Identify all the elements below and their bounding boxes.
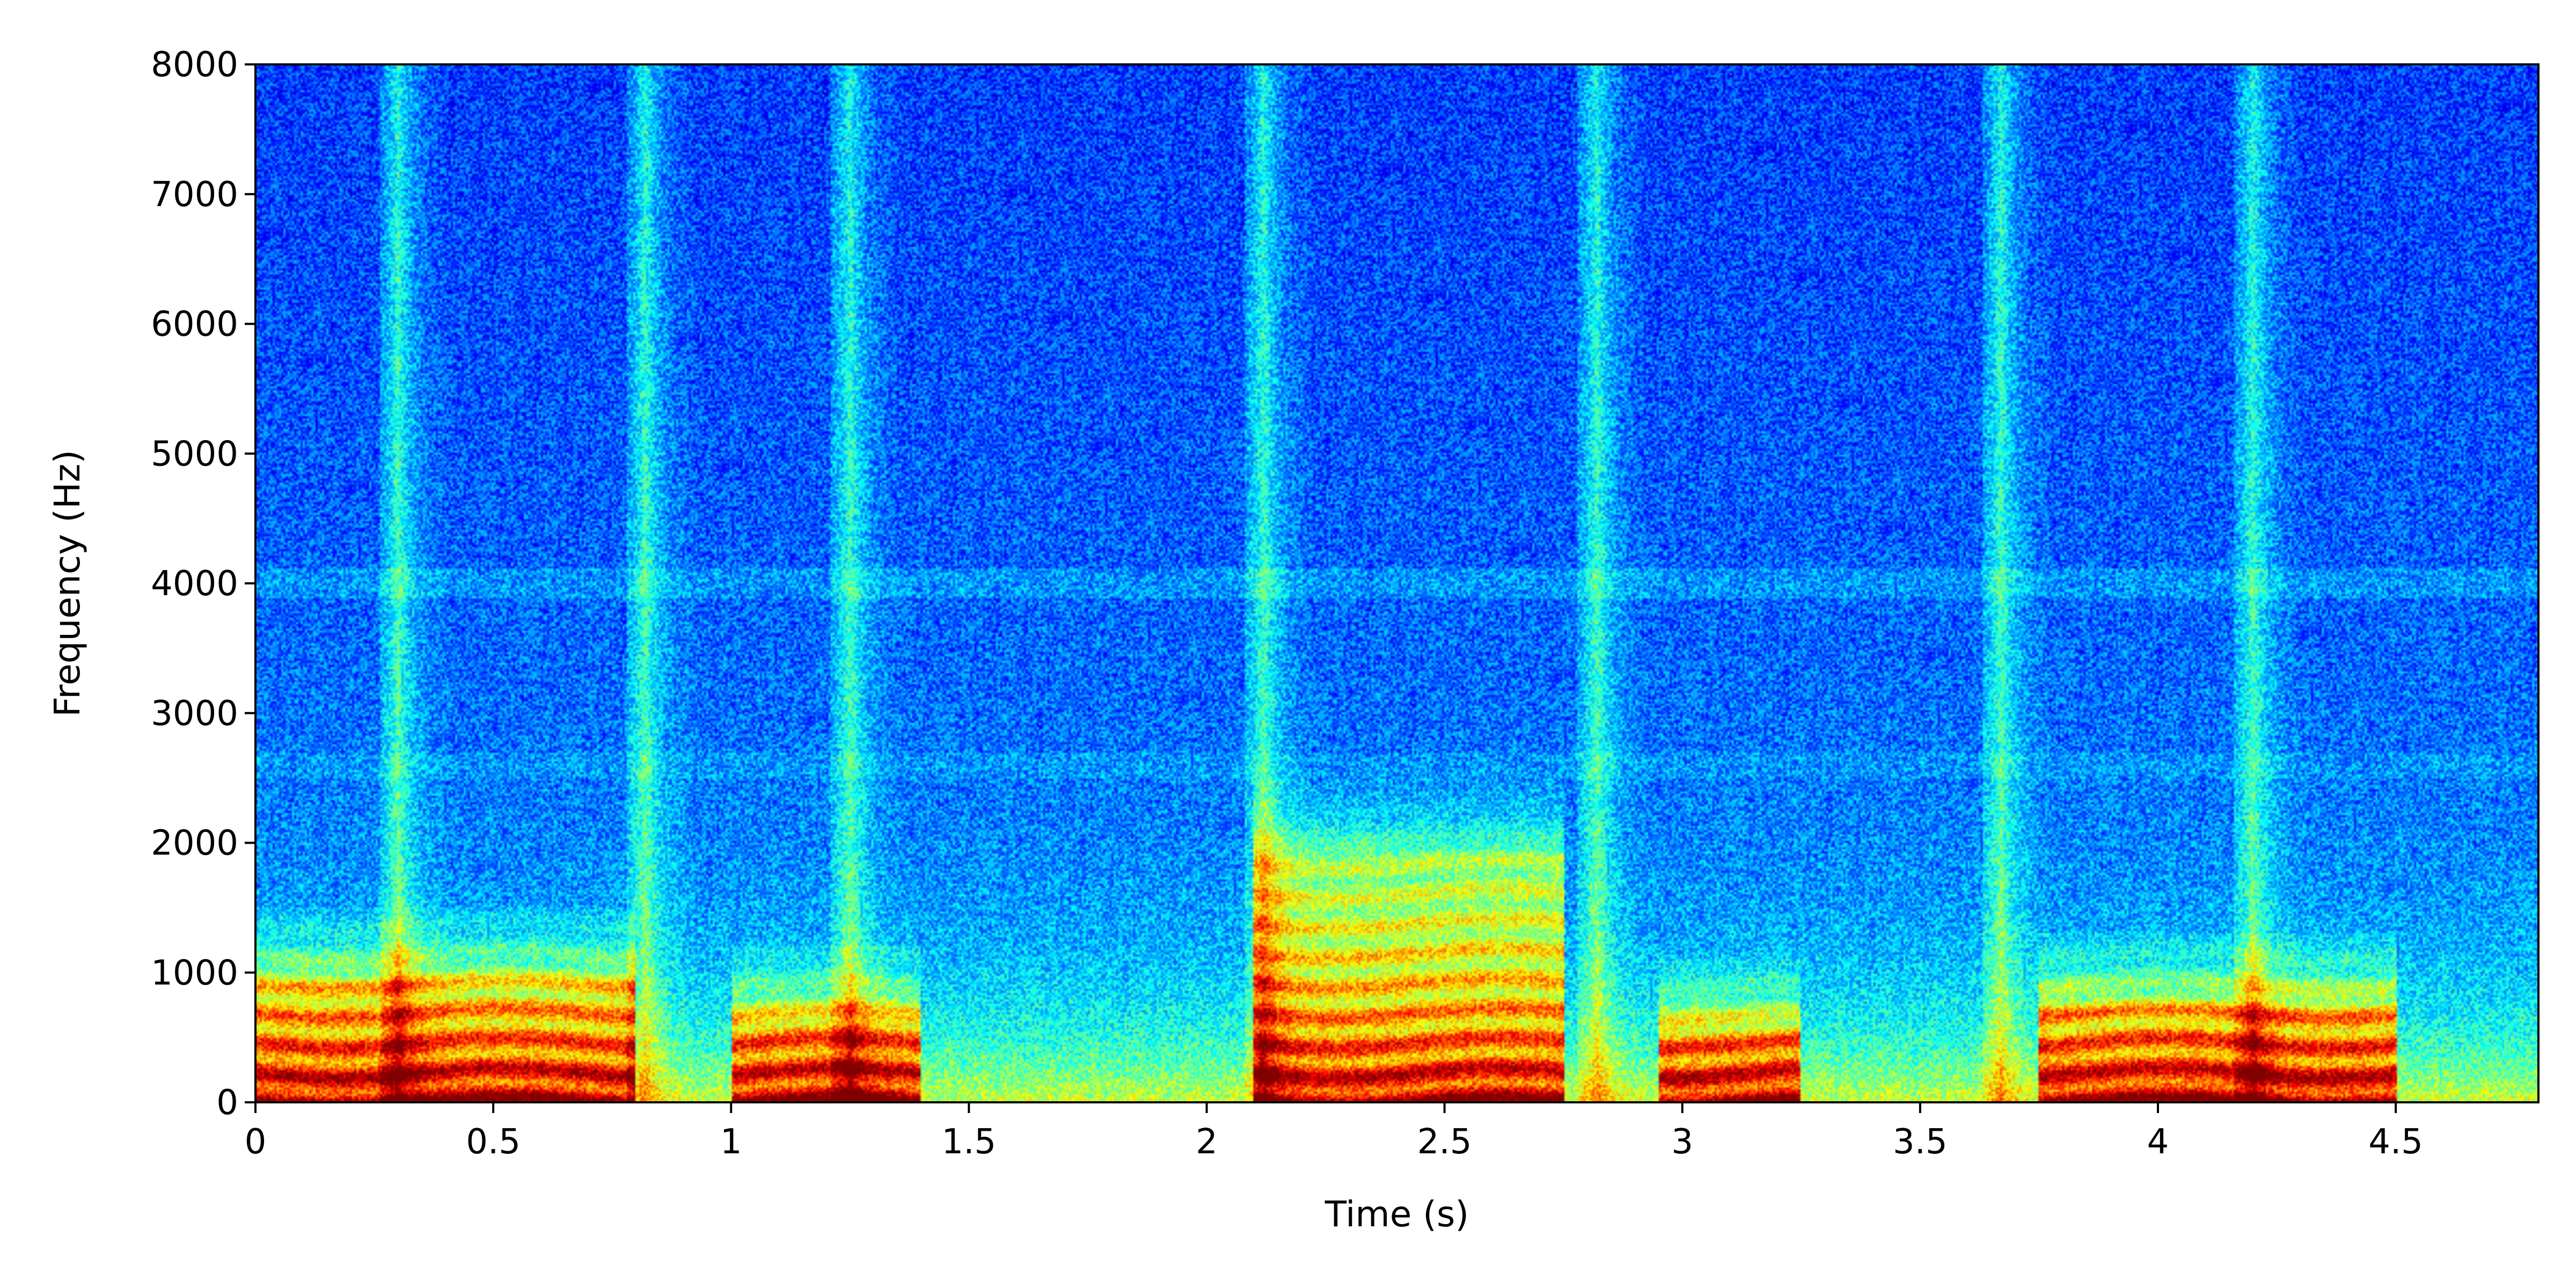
- x-tick-label: 2.5: [1417, 1122, 1472, 1162]
- y-tick-label: 7000: [151, 175, 238, 215]
- x-tick-label: 4.5: [2368, 1122, 2423, 1162]
- x-tick-label: 0.5: [466, 1122, 521, 1162]
- y-tick-label: 0: [216, 1083, 238, 1123]
- x-tick-label: 1: [720, 1122, 742, 1162]
- y-tick-label: 4000: [151, 564, 238, 604]
- y-tick-label: 2000: [151, 824, 238, 863]
- x-tick-label: 3: [1671, 1122, 1693, 1162]
- y-axis-label: Frequency (Hz): [47, 450, 88, 717]
- x-tick-label: 4: [2147, 1122, 2169, 1162]
- y-tick-label: 3000: [151, 694, 238, 734]
- x-axis-label: Time (s): [1324, 1194, 1469, 1235]
- x-tick-label: 1.5: [941, 1122, 996, 1162]
- y-tick-label: 6000: [151, 305, 238, 345]
- plot-frame: [254, 63, 2540, 1103]
- x-axis: 0 0.5 1 1.5 2 2.5 3 3.5 4 4.5: [245, 1102, 2423, 1162]
- y-axis: 0 1000 2000 3000 4000 5000 6000 7000 8000: [151, 45, 255, 1123]
- x-tick-label: 0: [245, 1122, 267, 1162]
- y-tick-label: 5000: [151, 434, 238, 474]
- spectrogram-heatmap: [255, 64, 2538, 1102]
- x-tick-label: 2: [1196, 1122, 1218, 1162]
- y-tick-label: 1000: [151, 953, 238, 993]
- x-tick-label: 3.5: [1893, 1122, 1948, 1162]
- y-tick-label: 8000: [151, 45, 238, 85]
